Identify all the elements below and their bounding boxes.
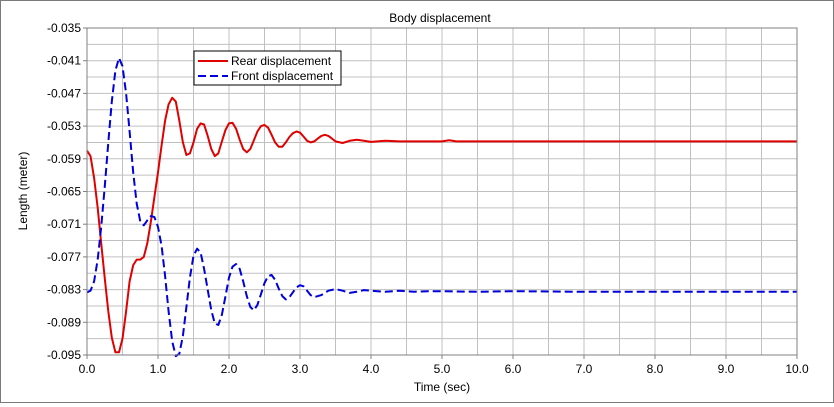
y-tick-label: -0.059 <box>47 152 81 166</box>
chart-title: Body displacement <box>389 11 491 25</box>
x-axis-label: Time (sec) <box>414 380 470 394</box>
y-tick-label: -0.083 <box>47 283 81 297</box>
y-tick-label: -0.065 <box>47 185 81 199</box>
legend: Rear displacement Front displacement <box>193 50 342 86</box>
x-tick-label: 9.0 <box>718 362 735 376</box>
x-tick-label: 4.0 <box>363 362 380 376</box>
y-tick-label: -0.071 <box>47 217 81 231</box>
y-tick-label: -0.089 <box>47 315 81 329</box>
y-tick-label: -0.047 <box>47 86 81 100</box>
series-layer <box>86 57 797 358</box>
y-tick-label: -0.077 <box>47 250 81 264</box>
y-tick-label: -0.041 <box>47 54 81 68</box>
legend-label-front: Front displacement <box>231 69 334 83</box>
y-tick-label: -0.095 <box>47 348 81 362</box>
x-tick-label: 8.0 <box>647 362 664 376</box>
x-tick-label: 10.0 <box>785 362 809 376</box>
series-line-front <box>86 57 797 358</box>
x-tick-label: 0.0 <box>79 362 96 376</box>
series-line-rear <box>86 96 797 354</box>
x-tick-label: 5.0 <box>434 362 451 376</box>
x-tick-label: 3.0 <box>292 362 309 376</box>
y-tick-label: -0.035 <box>47 21 81 35</box>
legend-label-rear: Rear displacement <box>231 54 332 68</box>
x-tick-label: 2.0 <box>221 362 238 376</box>
legend-box <box>193 50 342 86</box>
x-tick-label: 1.0 <box>150 362 167 376</box>
x-tick-label: 7.0 <box>576 362 593 376</box>
tick-labels: 0.0 1.0 2.0 3.0 4.0 5.0 6.0 7.0 8.0 9.0 10.0 -0.035… <box>47 21 809 376</box>
x-tick-label: 6.0 <box>505 362 522 376</box>
y-tick-label: -0.053 <box>47 119 81 133</box>
y-axis-label: Length (meter) <box>16 152 30 231</box>
